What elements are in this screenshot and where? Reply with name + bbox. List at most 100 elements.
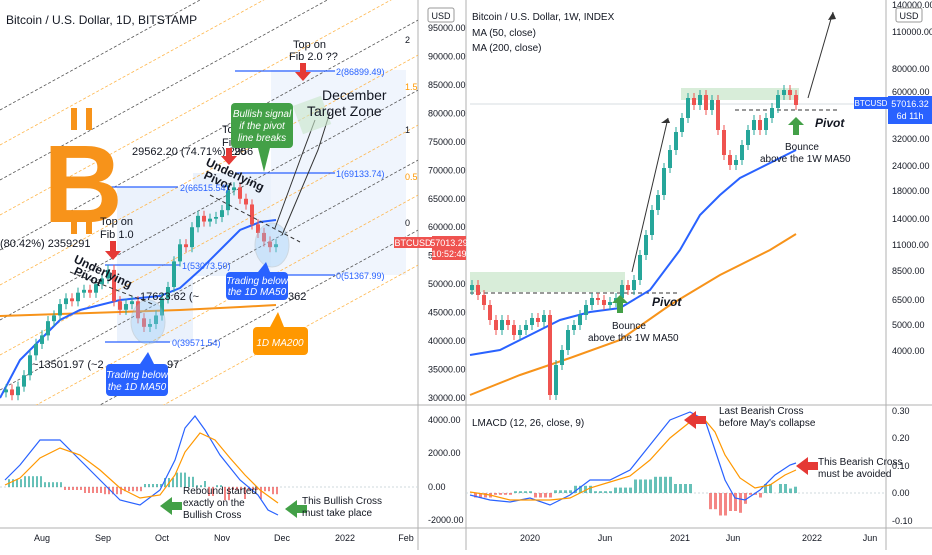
histogram-bar <box>729 493 732 511</box>
candle-body <box>106 269 110 279</box>
candle-body <box>40 335 44 344</box>
histogram-bar <box>614 487 617 493</box>
candle-body <box>208 218 212 222</box>
histogram-bar <box>256 487 258 490</box>
histogram-bar <box>709 493 712 510</box>
histogram-bar <box>252 487 254 490</box>
pivot-line-1 <box>69 271 156 306</box>
svg-text:1D MA200: 1D MA200 <box>256 338 304 349</box>
histogram-bar <box>604 491 607 493</box>
left-symbol-label: BTCUSD <box>394 238 432 248</box>
histogram-bar <box>32 476 34 487</box>
histogram-bar <box>164 478 166 487</box>
candle-body <box>28 355 32 376</box>
candle-body <box>262 232 266 242</box>
left-y-tick: 30000.00 <box>428 393 466 403</box>
histogram-bar <box>160 484 162 487</box>
pivot-line-2 <box>209 194 301 243</box>
right-price-pane <box>469 11 886 400</box>
left-x-tick: Nov <box>214 533 231 543</box>
candle-body <box>728 155 732 165</box>
trading-below-callout-a: Trading below the 1D MA50 <box>226 262 289 300</box>
candle-body <box>692 98 696 105</box>
histogram-bar <box>104 487 106 495</box>
right-y-tick: 140000.00 <box>892 0 932 10</box>
histogram-bar <box>619 487 622 493</box>
top-fib2-arrow-icon <box>295 63 311 81</box>
histogram-bar <box>639 479 642 493</box>
histogram-bar <box>554 490 557 493</box>
candle-body <box>244 198 248 205</box>
histogram-bar <box>484 493 487 498</box>
rebound-line1: Rebound started <box>183 486 257 497</box>
histogram-bar <box>192 476 194 487</box>
rebound-line2: exactly on the <box>183 498 245 509</box>
channel-label: 1 <box>405 125 410 135</box>
candle-body <box>58 304 62 316</box>
right-osc-tick: 0.20 <box>892 433 910 443</box>
low-value-label: ~13501.97 (~2 <box>32 359 104 371</box>
candle-body <box>590 298 594 305</box>
histogram-bar <box>794 486 797 493</box>
candles-right <box>470 85 798 400</box>
histogram-bar <box>148 484 150 487</box>
right-osc-tick: -0.10 <box>892 516 913 526</box>
avoid-line1: This Bearish Cross <box>818 457 902 468</box>
histogram-bar <box>208 487 210 496</box>
candle-body <box>626 285 630 290</box>
histogram-bar <box>100 487 102 493</box>
histogram-bar <box>84 487 86 493</box>
left-y-tick: 45000.00 <box>428 308 466 318</box>
histogram-bar <box>644 479 647 493</box>
candle-body <box>548 315 552 395</box>
left-y-tick: 40000.00 <box>428 336 466 346</box>
candle-body <box>578 315 582 325</box>
right-y-tick: 6500.00 <box>892 295 925 305</box>
left-price-axis: 95000.00 90000.00 85000.00 80000.00 75000.00… <box>428 23 466 403</box>
left-y-tick: 90000.00 <box>428 51 466 61</box>
candles-left <box>4 182 278 401</box>
ma200-line-left <box>0 304 277 317</box>
histogram-bar <box>216 485 218 487</box>
candle-body <box>196 215 200 228</box>
candle-body <box>512 325 516 335</box>
histogram-bar <box>212 487 214 496</box>
histogram-bar <box>634 479 637 493</box>
bullish-cross-line2: must take place <box>302 508 372 519</box>
december-line1: December <box>322 87 387 103</box>
left-x-tick: Dec <box>274 533 291 543</box>
candle-body <box>70 298 74 302</box>
left-osc-axis: 4000.00 2000.00 0.00 -2000.00 <box>428 415 464 525</box>
candle-body <box>566 330 570 350</box>
candle-body <box>506 320 510 325</box>
top-fib2-line1: Top on <box>293 39 326 51</box>
rebound-line3: Bullish Cross <box>183 510 241 521</box>
right-y-tick: 60000.00 <box>892 87 930 97</box>
top-fi-partial: To <box>222 124 234 136</box>
candle-body <box>112 269 116 302</box>
avoid-cross-arrow-icon <box>796 457 818 475</box>
histogram-bar <box>679 484 682 493</box>
top-fib1-line1: Top on <box>100 216 133 228</box>
right-oscillator-pane <box>466 411 886 516</box>
channel-line <box>0 124 418 356</box>
histogram-bar <box>112 487 114 495</box>
right-symbol-tag <box>854 97 888 109</box>
candle-body <box>238 187 242 199</box>
candle-body <box>536 318 540 322</box>
projection-arrowhead-3 <box>661 118 670 123</box>
histogram-bar <box>524 491 527 493</box>
channel-label: 0 <box>405 218 410 228</box>
left-time-axis: Aug Sep Oct Nov Dec 2022 Feb <box>34 533 414 543</box>
histogram-bar <box>529 491 532 493</box>
left-y-tick: 75000.00 <box>428 137 466 147</box>
candle-body <box>584 305 588 315</box>
top-fib1-arrow-icon <box>105 241 121 260</box>
histogram-bar <box>60 482 62 487</box>
candle-body <box>52 315 56 322</box>
candle-body <box>776 95 780 108</box>
left-currency-label: USD <box>431 11 451 21</box>
right-currency-box <box>895 7 923 23</box>
bounce-arrow-b-icon <box>788 117 804 135</box>
